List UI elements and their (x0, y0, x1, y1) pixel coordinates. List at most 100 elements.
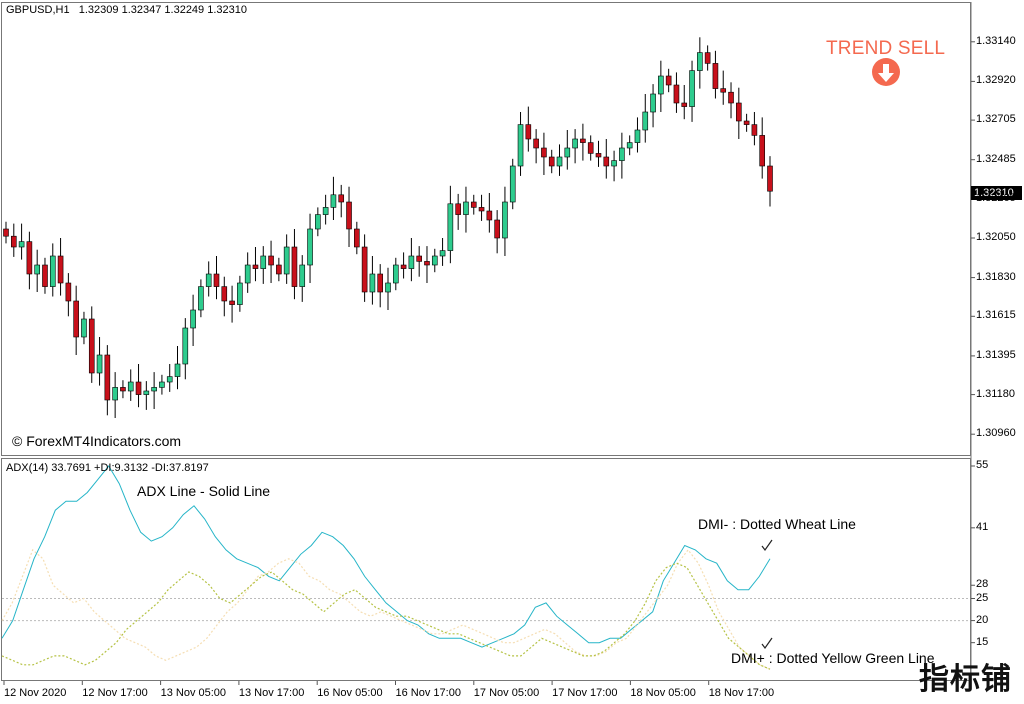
dmi-plus-pointer-icon (761, 637, 773, 650)
candle-body (502, 201, 508, 239)
candle-body (26, 241, 33, 275)
indicator-header: ADX(14) 33.7691 +DI:9.3132 -DI:37.8197 (6, 462, 209, 474)
price-axis-label: 1.30960 (976, 427, 1016, 440)
price-axis-label: 1.31180 (976, 387, 1015, 400)
candle-body (673, 84, 680, 104)
candle-body (338, 194, 345, 203)
candle-body (143, 390, 150, 395)
candle-body (361, 246, 368, 293)
candle-body (665, 75, 672, 86)
candle-body (689, 70, 695, 107)
candle-body (603, 156, 610, 167)
candle-body (213, 273, 220, 287)
corner-logo: 指标铺 (919, 663, 1012, 696)
candle-body (307, 228, 313, 266)
candle-body (120, 387, 126, 392)
candle-body (400, 264, 407, 269)
candle-body (408, 255, 415, 269)
candle-body (377, 273, 384, 293)
candle-body (73, 300, 79, 338)
open-value: 1.32309 (78, 4, 119, 16)
candle-body (369, 273, 376, 293)
candle-body (81, 318, 87, 338)
candle-body (611, 160, 617, 167)
candle-body (96, 354, 103, 374)
indicator-levels (2, 598, 970, 622)
candle-body (42, 264, 48, 287)
candle-body (650, 93, 656, 113)
price-axis-label: 1.32265 (976, 192, 1016, 205)
price-axis-label: 1.31615 (976, 309, 1016, 322)
indicator-axis-label: 55 (976, 459, 989, 471)
indicator-axis-label: 41 (976, 520, 989, 533)
candle-body (385, 282, 391, 293)
candle-body (65, 282, 72, 302)
candle-body (697, 52, 703, 71)
candle-body (580, 138, 586, 143)
candle-body (743, 120, 750, 125)
symbol-label: GBPUSD,H1 (6, 4, 70, 16)
candle-body (626, 142, 633, 149)
price-axis-label: 1.31830 (976, 270, 1016, 283)
candle-body (10, 235, 17, 248)
candle-body (587, 142, 594, 154)
candle-body (509, 165, 516, 203)
time-axis-label: 13 Nov 05:00 (160, 687, 227, 699)
current-price-badge: 1.32310 (971, 186, 1022, 200)
candle-body (548, 156, 555, 167)
candle-body (49, 255, 56, 287)
time-axis-label: 13 Nov 17:00 (238, 687, 305, 699)
candle-body (330, 194, 337, 208)
time-axis-label: 17 Nov 17:00 (552, 687, 618, 699)
low-value: 1.32249 (164, 4, 205, 16)
dmi-minus-pointer-icon (761, 539, 773, 552)
indicator-axis-label: 28 (976, 578, 989, 591)
candle-body (533, 138, 539, 149)
indicator-lines (1, 465, 771, 670)
adx-annotation: ADX Line - Solid Line (137, 483, 271, 499)
candle-body (127, 381, 134, 392)
candle-body (252, 264, 259, 269)
candle-body (751, 124, 758, 136)
candle-body (237, 282, 243, 305)
price-axis-label: 1.33140 (976, 34, 1016, 47)
candle-body (151, 387, 157, 392)
candle-body (447, 203, 454, 251)
main-chart-header: GBPUSD,H1 1.32309 1.32347 1.32249 1.3231… (6, 4, 247, 16)
candle-body (354, 228, 360, 248)
time-axis-label: 17 Nov 05:00 (473, 687, 540, 699)
candle-body (572, 138, 578, 149)
candle-body (736, 102, 742, 122)
candle-body (439, 250, 446, 257)
candle-body (704, 52, 711, 64)
candle-body (229, 300, 235, 305)
candle-body (198, 286, 204, 311)
candle-body (712, 63, 719, 89)
candle-body (104, 354, 111, 401)
candle-body (159, 381, 165, 388)
trend-sell-label: TREND SELL (826, 38, 946, 59)
candle-body (424, 261, 430, 266)
candle-body (642, 111, 649, 131)
candle-body (135, 381, 142, 395)
candle-body (392, 264, 399, 284)
high-value: 1.32347 (121, 4, 162, 16)
candle-body (494, 219, 500, 239)
indicator-axis-label: 20 (976, 613, 989, 626)
dmi-plus-annotation: DMI+ : Dotted Yellow Green Line (731, 650, 935, 666)
candle-body (556, 156, 563, 167)
candle-body (88, 318, 95, 374)
down-arrow-circle-icon (872, 58, 900, 86)
candle-body (3, 228, 9, 237)
candle-body (283, 246, 290, 275)
candle-body (276, 264, 282, 275)
axis-ticks (3, 41, 975, 685)
candle-body (322, 207, 329, 215)
time-axis-label: 18 Nov 05:00 (630, 687, 696, 699)
candle-body (619, 147, 625, 161)
candle-body (34, 264, 40, 275)
candle-body (525, 124, 532, 140)
price-axis-label: 1.31395 (976, 348, 1016, 361)
